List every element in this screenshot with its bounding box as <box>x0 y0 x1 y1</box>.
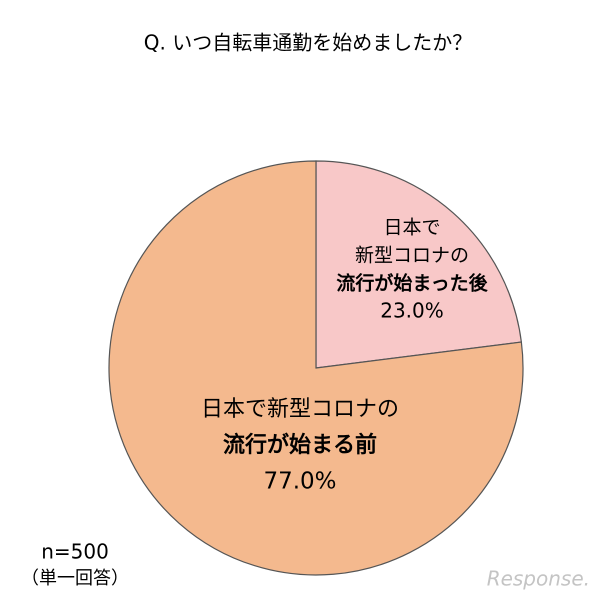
value-label: 77.0% <box>263 469 336 495</box>
value-label: 23.0% <box>380 299 444 323</box>
slice-label: 流行が始まる前 <box>223 432 377 458</box>
note: n=500 <box>41 540 109 564</box>
pie-slice <box>315 160 523 369</box>
slice-label: 新型コロナの <box>355 245 469 267</box>
chart-title: Q. いつ自転車通勤を始めましたか？ <box>144 31 472 55</box>
slice-label: 日本で新型コロナの <box>201 397 399 422</box>
note: （単一回答） <box>21 568 129 589</box>
slice-label: 日本で <box>383 217 440 239</box>
pie-slice <box>108 160 524 576</box>
slice-label: 流行が始まった後 <box>336 272 488 295</box>
watermark: Response. <box>487 567 590 591</box>
